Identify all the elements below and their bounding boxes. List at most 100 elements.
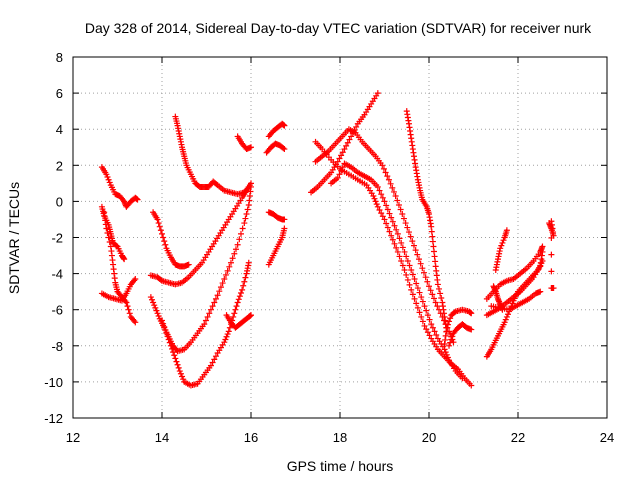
data-point [175, 364, 182, 371]
data-point [245, 183, 252, 190]
data-point [226, 324, 233, 331]
series-t19 [328, 160, 466, 382]
data-point [353, 123, 360, 130]
series-t9 [172, 113, 252, 198]
data-point [393, 226, 400, 233]
data-point [419, 265, 426, 272]
data-point [233, 303, 240, 310]
data-point [442, 349, 449, 356]
data-point [399, 262, 406, 269]
data-point [336, 171, 343, 178]
data-point [384, 206, 391, 213]
series-t8 [159, 259, 252, 389]
data-point [227, 259, 234, 266]
data-point [382, 169, 389, 176]
data-point [433, 331, 440, 338]
data-point [379, 194, 386, 201]
data-point [426, 316, 433, 323]
data-point [131, 277, 138, 284]
data-point [434, 281, 441, 288]
data-point [217, 284, 224, 291]
data-point [239, 286, 246, 293]
data-point [459, 375, 466, 382]
data-point [431, 328, 438, 335]
series-t12 [265, 120, 288, 140]
data-point [409, 271, 416, 278]
data-point [436, 285, 443, 292]
data-point [124, 303, 131, 310]
data-point [156, 223, 163, 230]
data-point [413, 280, 420, 287]
data-point [394, 230, 401, 237]
data-point [221, 339, 228, 346]
data-point [394, 248, 401, 255]
data-point [383, 202, 390, 209]
data-point [222, 336, 229, 343]
data-point [423, 326, 430, 333]
y-tick-label: 2 [56, 158, 63, 173]
data-point [161, 238, 168, 245]
data-point [380, 165, 387, 172]
x-tick-label: 12 [66, 430, 80, 445]
data-point [239, 225, 246, 232]
data-point [415, 256, 422, 263]
grid-lines [73, 57, 607, 418]
y-tick-label: -12 [44, 411, 63, 426]
y-tick-label: 0 [56, 194, 63, 209]
data-point [501, 319, 508, 326]
data-point [437, 290, 444, 297]
data-point [414, 285, 421, 292]
data-point [392, 192, 399, 199]
data-point [224, 331, 231, 338]
series-t11 [234, 133, 254, 153]
data-point [106, 179, 113, 186]
data-point [431, 295, 438, 302]
data-point [429, 324, 436, 331]
data-point [173, 358, 180, 365]
data-point [242, 215, 249, 222]
series-t6 [147, 180, 254, 288]
data-point [211, 299, 218, 306]
data-point [376, 187, 383, 194]
data-point [374, 203, 381, 210]
data-point [231, 250, 238, 257]
data-point [371, 195, 378, 202]
data-point [404, 276, 411, 283]
data-point [379, 162, 386, 169]
data-point [424, 329, 431, 336]
data-point [408, 266, 415, 273]
data-point [503, 227, 510, 234]
x-tick-label: 20 [422, 430, 436, 445]
data-point [419, 318, 426, 325]
data-point [231, 310, 238, 317]
data-point [401, 248, 408, 255]
data-point [237, 230, 244, 237]
data-point [216, 288, 223, 295]
data-point [548, 251, 555, 258]
data-point [230, 313, 237, 320]
data-point [398, 257, 405, 264]
data-point [468, 310, 475, 317]
data-point [404, 257, 411, 264]
data-point [106, 239, 113, 246]
data-point [417, 260, 424, 267]
data-point [179, 373, 186, 380]
data-point [121, 256, 128, 263]
data-point [280, 145, 287, 152]
data-point [222, 271, 229, 278]
data-point [165, 336, 172, 343]
data-point [446, 318, 453, 325]
data-point [161, 323, 168, 330]
data-point [160, 234, 167, 241]
data-point [244, 206, 251, 213]
data-point [378, 210, 385, 217]
y-axis-label: SDTVAR / TECUs [6, 182, 22, 294]
data-point [348, 133, 355, 140]
data-point [159, 230, 165, 237]
data-point [159, 317, 165, 324]
data-point [162, 327, 169, 334]
data-point [155, 220, 162, 227]
data-point [232, 306, 239, 313]
data-point [429, 291, 436, 298]
